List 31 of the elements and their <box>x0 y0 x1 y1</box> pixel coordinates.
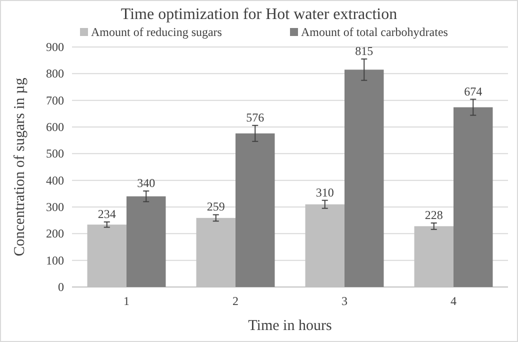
x-axis-title: Time in hours <box>248 318 332 334</box>
y-tick-label: 400 <box>46 173 64 188</box>
data-label: 674 <box>464 84 482 98</box>
y-tick-label: 700 <box>46 93 64 108</box>
y-axis-title: Concentration of sugars in µg <box>12 77 28 256</box>
chart-title: Time optimization for Hot water extraction <box>120 6 398 23</box>
legend-label: Amount of reducing sugars <box>91 25 222 39</box>
y-tick-label: 800 <box>46 66 64 81</box>
bar <box>236 133 275 287</box>
y-tick-label: 200 <box>46 226 64 241</box>
x-tick-label: 2 <box>232 294 238 308</box>
y-tick-label: 500 <box>46 146 64 161</box>
data-label: 340 <box>137 176 156 190</box>
x-tick-label: 1 <box>124 294 130 308</box>
bar <box>126 196 166 287</box>
y-tick-label: 0 <box>58 280 64 294</box>
data-label: 815 <box>355 44 374 58</box>
data-label: 228 <box>424 208 443 222</box>
legend-label: Amount of total carbohydrates <box>301 25 448 39</box>
data-label: 234 <box>98 206 116 221</box>
x-tick-label: 3 <box>342 294 348 308</box>
y-tick-label: 900 <box>46 40 64 54</box>
data-label: 259 <box>206 200 225 214</box>
y-tick-label: 600 <box>46 120 64 134</box>
x-tick-label: 4 <box>450 294 456 308</box>
y-tick-label: 300 <box>46 200 64 214</box>
bar <box>454 107 493 287</box>
y-tick-label: 100 <box>46 253 64 268</box>
data-label: 310 <box>316 185 334 200</box>
data-label: 576 <box>246 110 264 124</box>
bar <box>344 70 384 287</box>
